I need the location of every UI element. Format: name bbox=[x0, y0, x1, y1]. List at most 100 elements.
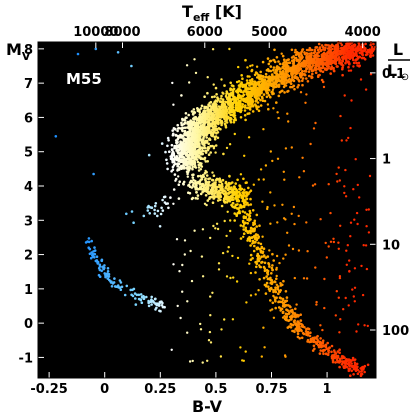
outlier-star-point bbox=[147, 153, 151, 157]
star-point bbox=[221, 98, 225, 101]
star-point bbox=[187, 124, 190, 128]
star-point bbox=[197, 169, 201, 172]
star-point bbox=[321, 339, 325, 343]
field-star-point bbox=[172, 103, 175, 106]
field-star-point bbox=[229, 118, 232, 121]
star-point bbox=[193, 150, 196, 154]
star-point bbox=[183, 121, 187, 125]
field-star-point bbox=[181, 160, 184, 163]
star-point bbox=[296, 335, 300, 339]
star-point bbox=[183, 145, 186, 148]
star-point bbox=[341, 59, 345, 63]
star-point bbox=[186, 137, 189, 141]
star-point bbox=[184, 163, 188, 167]
star-point bbox=[372, 42, 375, 46]
star-point bbox=[163, 195, 167, 199]
star-point bbox=[259, 77, 263, 81]
star-point bbox=[243, 114, 247, 117]
star-point bbox=[275, 65, 279, 68]
star-point bbox=[245, 106, 249, 110]
field-star-point bbox=[275, 254, 279, 258]
star-point bbox=[273, 60, 277, 64]
star-point bbox=[150, 303, 153, 306]
star-point bbox=[106, 272, 109, 276]
star-point bbox=[249, 229, 252, 232]
star-point bbox=[167, 139, 170, 142]
star-point bbox=[248, 79, 252, 82]
star-point bbox=[339, 52, 343, 56]
field-star-point bbox=[273, 204, 276, 207]
star-point bbox=[125, 212, 128, 216]
star-point bbox=[167, 206, 170, 210]
field-star-point bbox=[349, 235, 352, 238]
star-point bbox=[317, 51, 321, 54]
star-point bbox=[233, 212, 236, 215]
star-point bbox=[220, 204, 224, 208]
star-point bbox=[214, 102, 218, 106]
star-point bbox=[265, 281, 269, 285]
star-point bbox=[317, 42, 321, 46]
star-point bbox=[305, 60, 308, 63]
star-point bbox=[299, 319, 303, 322]
star-point bbox=[251, 98, 254, 102]
field-star-point bbox=[327, 245, 330, 248]
field-star-point bbox=[201, 275, 205, 278]
star-point bbox=[268, 289, 272, 293]
field-star-point bbox=[225, 275, 229, 278]
star-point bbox=[266, 57, 270, 60]
star-point bbox=[232, 110, 236, 113]
star-point bbox=[338, 60, 341, 63]
star-point bbox=[351, 58, 355, 62]
star-point bbox=[327, 65, 331, 68]
star-point bbox=[140, 301, 144, 305]
star-point bbox=[247, 101, 250, 105]
star-point bbox=[164, 202, 168, 205]
star-point bbox=[239, 237, 243, 240]
star-point bbox=[201, 149, 204, 152]
star-point bbox=[219, 198, 222, 201]
star-point bbox=[336, 350, 340, 353]
field-star-point bbox=[211, 48, 215, 51]
x-tick-label: 0.75 bbox=[255, 382, 287, 397]
star-point bbox=[176, 134, 179, 138]
field-star-point bbox=[261, 81, 264, 85]
star-point bbox=[237, 87, 240, 90]
star-point bbox=[194, 124, 198, 127]
star-point bbox=[231, 101, 234, 105]
star-point bbox=[353, 363, 357, 367]
star-point bbox=[247, 81, 250, 85]
star-point bbox=[296, 86, 299, 89]
star-point bbox=[252, 249, 256, 253]
star-point bbox=[107, 275, 111, 278]
field-star-point bbox=[219, 355, 223, 358]
star-point bbox=[319, 349, 323, 352]
star-point bbox=[201, 187, 205, 191]
star-point bbox=[323, 68, 327, 71]
star-point bbox=[209, 184, 212, 187]
star-point bbox=[332, 355, 336, 358]
star-point bbox=[296, 66, 300, 70]
y-tick-label: 6 bbox=[24, 111, 33, 126]
x-tick-label: -0.25 bbox=[30, 382, 67, 397]
star-point bbox=[345, 365, 349, 369]
star-point bbox=[257, 105, 260, 109]
star-point bbox=[204, 160, 208, 163]
y-tick-label: 2 bbox=[24, 249, 33, 264]
star-point bbox=[312, 344, 316, 348]
star-point bbox=[334, 60, 338, 63]
star-point bbox=[201, 114, 205, 117]
star-point bbox=[184, 159, 187, 163]
star-point bbox=[156, 209, 160, 213]
star-point bbox=[237, 99, 241, 103]
field-star-point bbox=[312, 127, 316, 130]
field-star-point bbox=[319, 218, 322, 221]
field-star-point bbox=[172, 202, 175, 205]
star-point bbox=[242, 93, 246, 97]
star-point bbox=[291, 72, 294, 75]
star-point bbox=[170, 148, 174, 151]
field-star-point bbox=[247, 136, 251, 139]
field-star-point bbox=[193, 229, 196, 232]
star-point bbox=[248, 84, 251, 87]
field-star-point bbox=[281, 203, 284, 206]
